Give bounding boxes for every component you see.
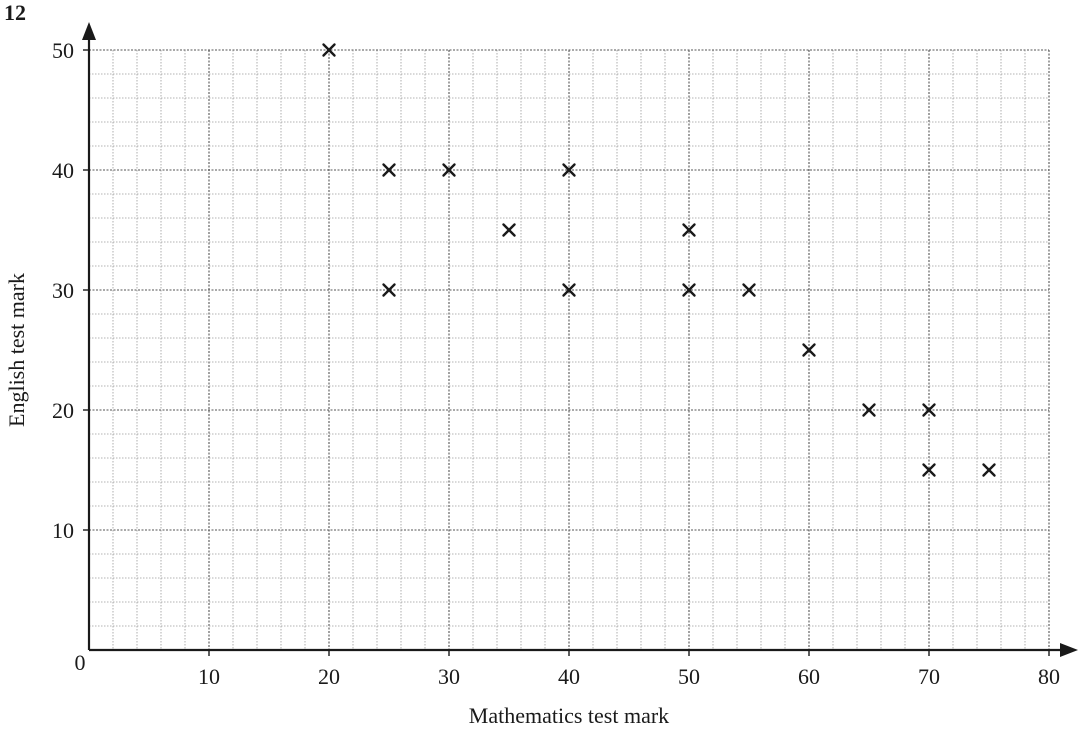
data-point	[922, 463, 936, 477]
data-point	[502, 223, 516, 237]
x-tick-label: 60	[798, 664, 820, 689]
x-tick-label: 30	[438, 664, 460, 689]
y-tick-label: 40	[52, 158, 74, 183]
data-point	[442, 163, 456, 177]
y-axis-label: English test mark	[4, 273, 29, 427]
x-tick-label: 40	[558, 664, 580, 689]
x-tick-label: 20	[318, 664, 340, 689]
x-tick-label: 80	[1038, 664, 1060, 689]
y-axis-arrow	[82, 22, 96, 40]
x-tick-label: 70	[918, 664, 940, 689]
y-tick-label: 50	[52, 38, 74, 63]
data-point	[382, 283, 396, 297]
data-point	[682, 283, 696, 297]
axes	[82, 22, 1078, 657]
x-tick-label: 50	[678, 664, 700, 689]
data-point	[982, 463, 996, 477]
data-point	[862, 403, 876, 417]
data-point	[382, 163, 396, 177]
origin-label: 0	[75, 650, 86, 675]
y-tick-label: 20	[52, 398, 74, 423]
tick-labels: 10 20 30 40 50 60 70 80 10 20 30 40 50	[52, 38, 1060, 689]
data-point	[742, 283, 756, 297]
data-points	[322, 43, 996, 477]
data-point	[322, 43, 336, 57]
data-point	[562, 163, 576, 177]
question-number: 12	[4, 0, 26, 25]
x-tick-label: 10	[198, 664, 220, 689]
data-point	[802, 343, 816, 357]
x-axis-label: Mathematics test mark	[469, 703, 669, 728]
data-point	[562, 283, 576, 297]
y-tick-label: 10	[52, 518, 74, 543]
grid	[89, 49, 1050, 650]
data-point	[922, 403, 936, 417]
data-point	[682, 223, 696, 237]
y-tick-label: 30	[52, 278, 74, 303]
x-axis-arrow	[1060, 643, 1078, 657]
